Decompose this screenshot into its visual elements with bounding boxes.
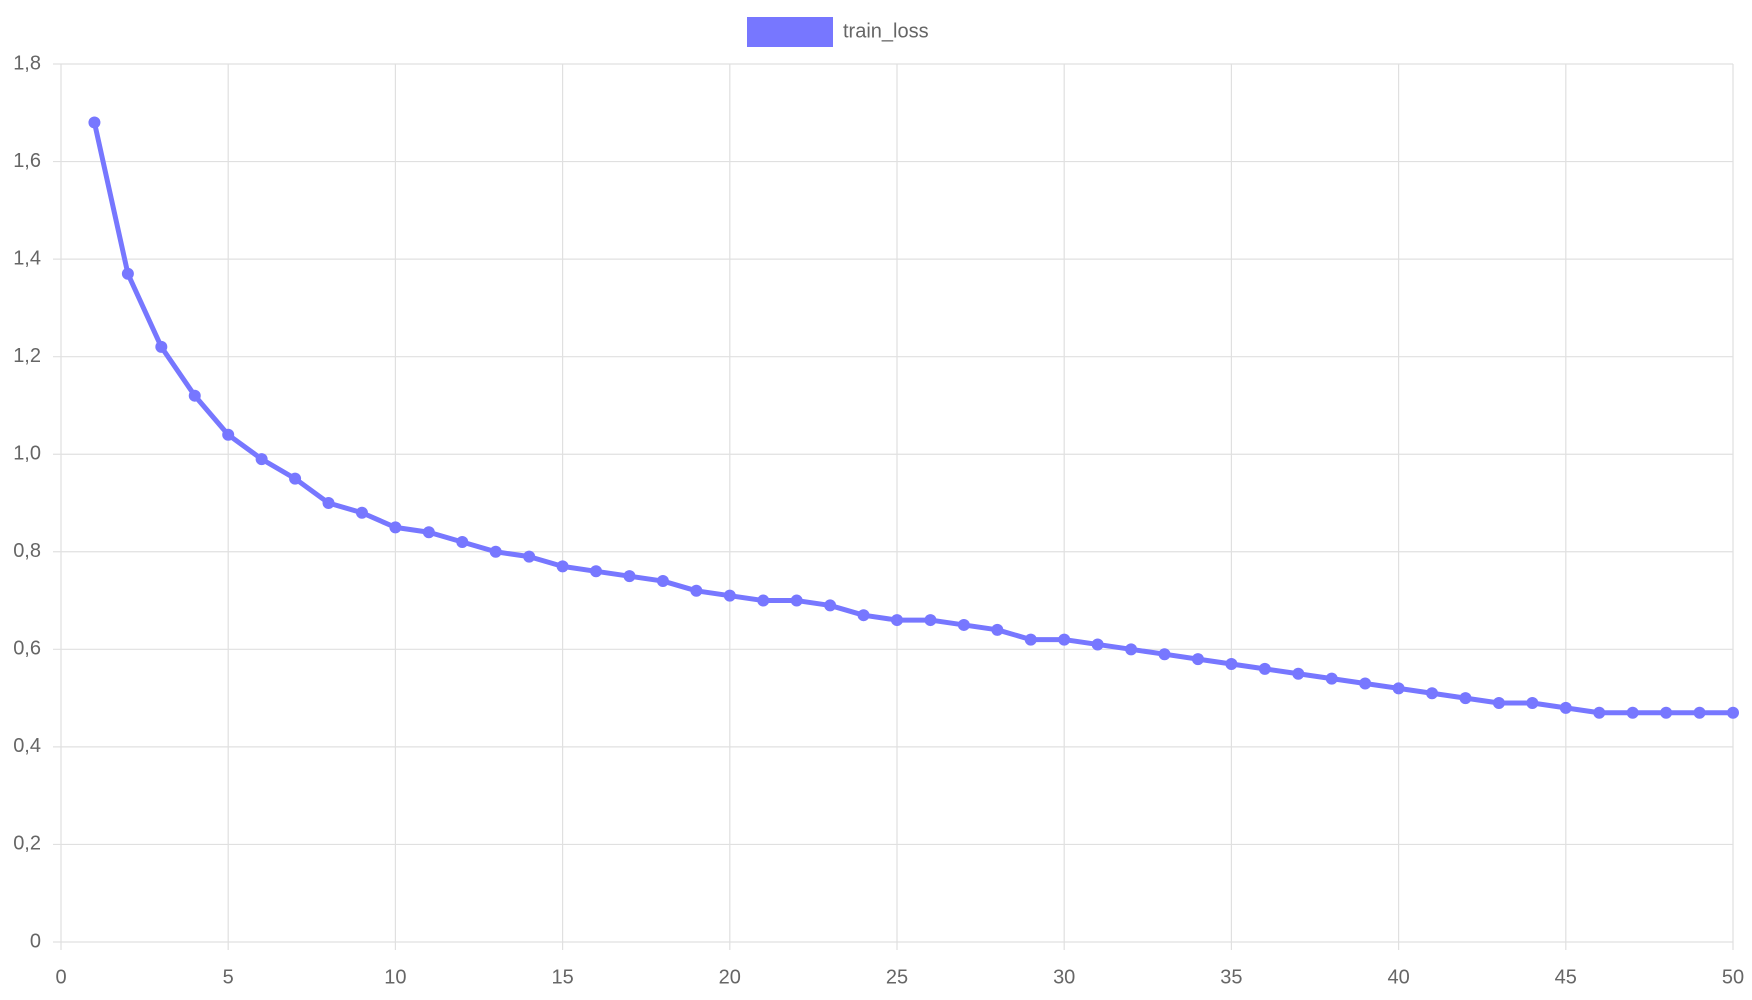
x-tick-label: 20 <box>719 966 741 988</box>
x-tick-label: 25 <box>886 966 908 988</box>
y-tick-label: 0,2 <box>13 833 41 855</box>
data-point <box>857 609 870 622</box>
data-point <box>88 116 101 129</box>
data-point <box>289 472 302 485</box>
legend-swatch <box>747 17 833 47</box>
data-point <box>723 589 736 602</box>
y-tick-label: 0,4 <box>13 735 41 757</box>
x-tick-label: 10 <box>384 966 406 988</box>
data-point <box>690 584 703 597</box>
x-tick-label: 45 <box>1555 966 1577 988</box>
data-point <box>924 614 937 627</box>
data-point <box>1058 633 1071 646</box>
data-point <box>121 267 134 280</box>
y-tick-label: 1,4 <box>13 247 41 269</box>
data-point <box>656 575 669 588</box>
data-point <box>1125 643 1138 656</box>
x-tick-label: 30 <box>1053 966 1075 988</box>
data-point <box>1526 696 1539 709</box>
data-point <box>1727 706 1739 719</box>
data-point <box>1359 677 1372 690</box>
data-point <box>355 506 368 519</box>
data-point <box>322 497 335 509</box>
data-point <box>824 599 837 612</box>
data-point <box>1426 687 1439 700</box>
data-point <box>1392 682 1405 695</box>
y-tick-label: 1,0 <box>13 443 41 465</box>
y-tick-label: 1,8 <box>13 52 41 74</box>
data-point <box>1626 706 1639 719</box>
x-tick-label: 40 <box>1387 966 1409 988</box>
data-point <box>422 526 435 539</box>
x-tick-label: 15 <box>551 966 573 988</box>
x-tick-label: 5 <box>223 966 234 988</box>
data-point <box>255 453 268 466</box>
data-point <box>456 536 469 549</box>
legend-label: train_loss <box>843 20 929 42</box>
data-point <box>1024 633 1037 646</box>
x-tick-label: 35 <box>1220 966 1242 988</box>
data-point <box>556 560 569 573</box>
data-point <box>1693 706 1706 719</box>
y-tick-label: 1,6 <box>13 150 41 172</box>
series-line <box>91 121 1733 716</box>
data-point <box>523 550 536 563</box>
data-point <box>1225 657 1238 670</box>
data-point <box>790 594 803 607</box>
x-tick-label: 0 <box>55 966 66 988</box>
data-point <box>623 570 636 583</box>
data-point <box>1459 692 1472 705</box>
data-point <box>389 521 402 534</box>
data-point <box>1292 667 1305 680</box>
data-point <box>891 614 903 627</box>
y-tick-label: 1,2 <box>13 345 41 367</box>
data-point <box>1660 706 1673 719</box>
data-point <box>155 340 168 353</box>
y-tick-label: 0 <box>30 930 41 952</box>
data-point <box>1492 696 1505 709</box>
data-point <box>489 545 502 558</box>
data-point <box>1158 648 1171 661</box>
data-point <box>1593 706 1606 719</box>
data-point <box>590 565 603 578</box>
data-point <box>1091 638 1104 651</box>
data-point <box>1258 662 1271 675</box>
data-point <box>991 623 1004 636</box>
data-point <box>757 594 770 607</box>
data-point <box>957 618 970 631</box>
y-tick-label: 0,8 <box>13 540 41 562</box>
y-tick-label: 0,6 <box>13 638 41 660</box>
data-point <box>222 428 235 441</box>
x-tick-label: 50 <box>1722 966 1744 988</box>
data-point <box>1191 653 1204 666</box>
data-point <box>188 389 201 402</box>
data-point <box>1325 672 1338 685</box>
data-point <box>1559 701 1572 714</box>
